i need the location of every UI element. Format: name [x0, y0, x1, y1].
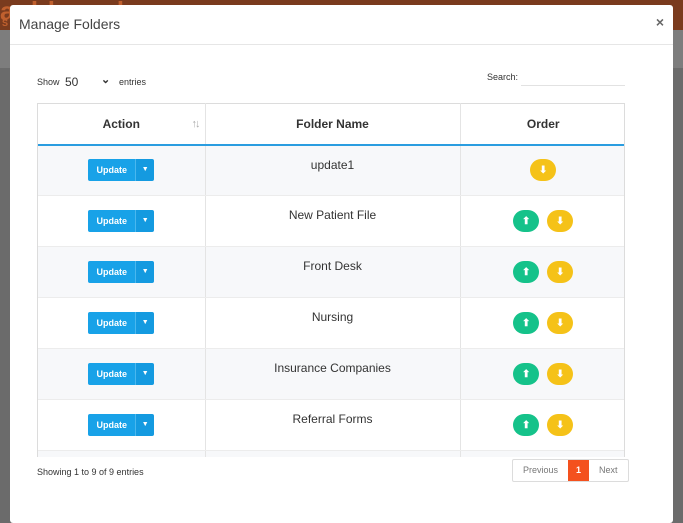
close-icon[interactable]: ×	[655, 14, 664, 30]
update-button-group: Update ▼	[88, 312, 155, 334]
action-cell: Update ▼	[38, 144, 206, 196]
table-header-row: Action ↑↓ Folder Name Order	[38, 103, 624, 146]
entries-per-page-select[interactable]: 50 ⌄	[64, 73, 116, 91]
previous-page-button[interactable]: Previous	[523, 465, 559, 475]
move-up-icon[interactable]: ⬆	[513, 414, 540, 436]
dropdown-caret-icon[interactable]: ▼	[135, 210, 155, 232]
table-row-partial	[38, 450, 624, 457]
update-button[interactable]: Update	[88, 312, 136, 334]
action-cell: Update ▼	[38, 246, 206, 298]
table-info: Showing 1 to 9 of 9 entries	[37, 467, 144, 477]
action-cell: Update ▼	[38, 195, 206, 247]
folders-table: Action ↑↓ Folder Name Order Update ▼ updat…	[38, 103, 624, 457]
table-body: Update ▼ update1 ⬇ Update ▼ New Patient File ⬆ ⬇…	[38, 144, 624, 457]
order-buttons: ⬆ ⬇	[513, 210, 574, 232]
update-button[interactable]: Update	[88, 159, 136, 182]
order-buttons: ⬆ ⬇	[513, 312, 574, 334]
move-up-icon[interactable]: ⬆	[513, 312, 540, 334]
dropdown-caret-icon[interactable]: ▼	[135, 159, 155, 182]
entries-per-page-value: 50	[65, 75, 79, 89]
update-button-group: Update ▼	[88, 261, 155, 283]
table-controls: Show 50 ⌄ entries Search:	[37, 68, 625, 94]
move-up-icon[interactable]: ⬆	[513, 363, 540, 385]
update-button-group: Update ▼	[88, 363, 155, 385]
folder-name-cell: New Patient File	[205, 195, 461, 247]
dropdown-caret-icon[interactable]: ▼	[135, 312, 155, 334]
background-app-subtitle: S	[2, 18, 9, 28]
order-buttons: ⬇	[530, 159, 557, 182]
folder-name-cell: Insurance Companies	[205, 348, 461, 400]
update-button[interactable]: Update	[88, 261, 136, 283]
search-label: Search:	[487, 72, 519, 82]
order-cell: ⬆ ⬇	[460, 348, 624, 400]
dropdown-caret-icon[interactable]: ▼	[135, 363, 155, 385]
order-cell	[460, 450, 624, 457]
action-cell: Update ▼	[38, 348, 206, 400]
action-cell: Update ▼	[38, 297, 206, 349]
folders-table-container[interactable]: Action ↑↓ Folder Name Order Update ▼ updat…	[37, 103, 625, 457]
folder-name-cell: Nursing	[205, 297, 461, 349]
action-cell: Update ▼	[38, 399, 206, 451]
order-buttons: ⬆ ⬇	[513, 261, 574, 283]
folder-name-cell: Referral Forms	[205, 399, 461, 451]
update-button[interactable]: Update	[88, 414, 136, 436]
order-cell: ⬆ ⬇	[460, 246, 624, 298]
order-cell: ⬇	[460, 144, 624, 196]
table-row: Update ▼ New Patient File ⬆ ⬇	[38, 195, 624, 247]
entries-label: entries	[119, 77, 147, 87]
modal-title: Manage Folders	[19, 16, 121, 32]
update-button-group: Update ▼	[88, 159, 155, 182]
update-button[interactable]: Update	[88, 210, 136, 232]
move-down-icon[interactable]: ⬇	[547, 363, 574, 385]
order-buttons: ⬆ ⬇	[513, 414, 574, 436]
table-row: Update ▼ Front Desk ⬆ ⬇	[38, 246, 624, 298]
show-label: Show	[37, 77, 60, 87]
table-row: Update ▼ Referral Forms ⬆ ⬇	[38, 399, 624, 451]
move-down-icon[interactable]: ⬇	[547, 312, 574, 334]
move-down-icon[interactable]: ⬇	[547, 210, 574, 232]
sort-icon[interactable]: ↑↓	[191, 118, 201, 130]
column-header-order[interactable]: Order	[460, 103, 624, 146]
folder-name-cell	[205, 450, 461, 457]
order-cell: ⬆ ⬇	[460, 195, 624, 247]
move-down-icon[interactable]: ⬇	[547, 261, 574, 283]
action-cell	[38, 450, 206, 457]
move-up-icon[interactable]: ⬆	[513, 210, 540, 232]
move-down-icon[interactable]: ⬇	[530, 159, 557, 182]
move-up-icon[interactable]: ⬆	[513, 261, 540, 283]
modal-header: Manage Folders ×	[10, 5, 673, 45]
update-button-group: Update ▼	[88, 210, 155, 232]
update-button[interactable]: Update	[88, 363, 136, 385]
table-row: Update ▼ update1 ⬇	[38, 144, 624, 196]
folder-name-cell: update1	[205, 144, 461, 196]
table-row: Update ▼ Nursing ⬆ ⬇	[38, 297, 624, 349]
order-cell: ⬆ ⬇	[460, 399, 624, 451]
pagination: Previous 1 Next	[512, 459, 629, 482]
order-cell: ⬆ ⬇	[460, 297, 624, 349]
search-input[interactable]	[521, 68, 625, 86]
page-1-button[interactable]: 1	[568, 460, 590, 481]
table-row: Update ▼ Insurance Companies ⬆ ⬇	[38, 348, 624, 400]
order-buttons: ⬆ ⬇	[513, 363, 574, 385]
folder-name-cell: Front Desk	[205, 246, 461, 298]
dropdown-caret-icon[interactable]: ▼	[135, 261, 155, 283]
column-header-folder-name[interactable]: Folder Name	[205, 103, 461, 146]
dropdown-caret-icon[interactable]: ▼	[135, 414, 155, 436]
column-header-label: Action	[102, 116, 140, 131]
next-page-button[interactable]: Next	[599, 465, 618, 475]
column-header-action[interactable]: Action ↑↓	[38, 103, 206, 146]
move-down-icon[interactable]: ⬇	[547, 414, 574, 436]
update-button-group: Update ▼	[88, 414, 155, 436]
chevron-down-icon: ⌄	[101, 74, 111, 86]
